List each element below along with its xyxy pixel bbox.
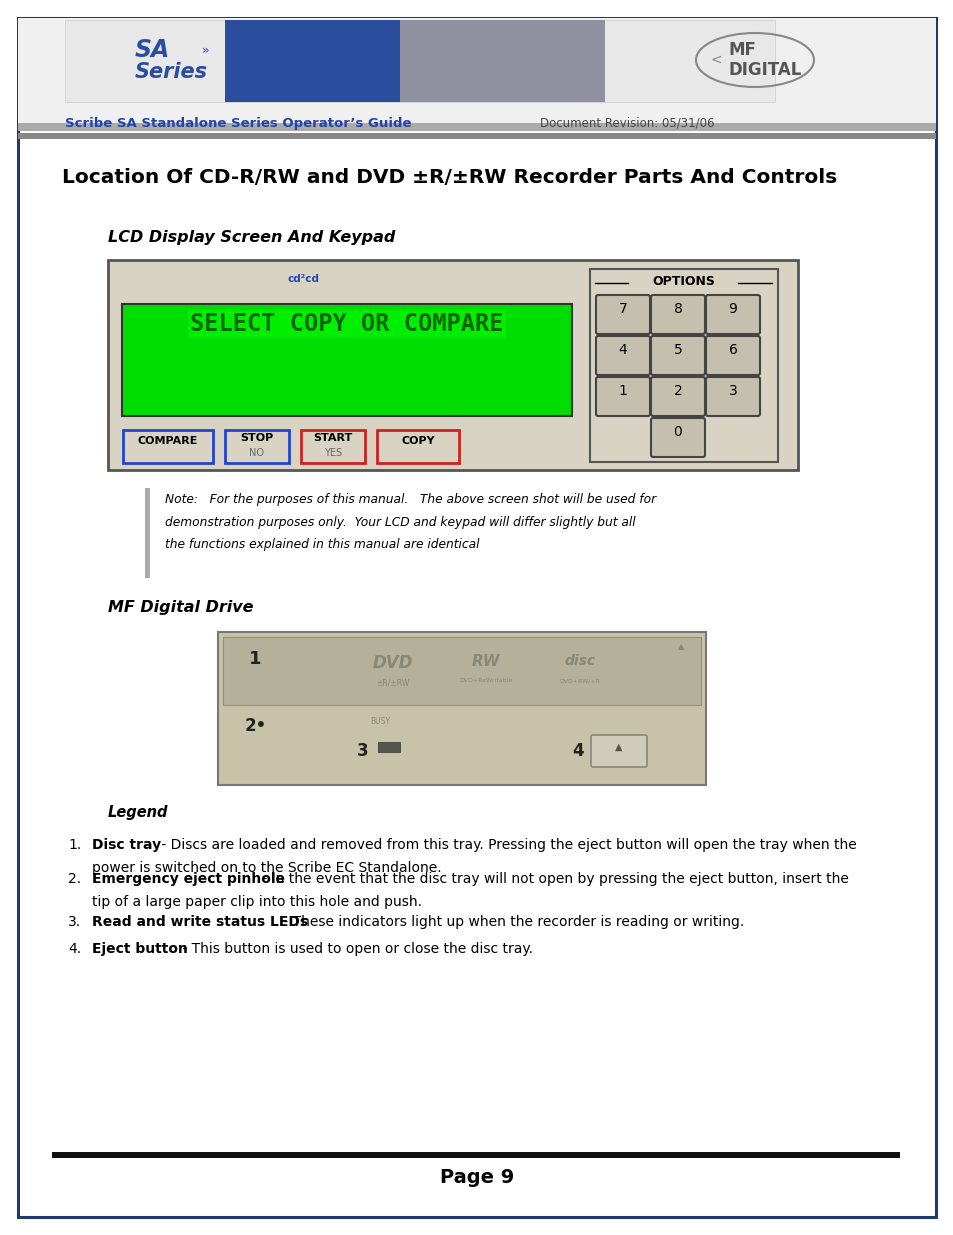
Text: RW: RW <box>471 655 499 669</box>
Text: Page 9: Page 9 <box>439 1168 514 1187</box>
Text: START: START <box>313 433 353 443</box>
Text: COMPARE: COMPARE <box>137 436 198 446</box>
Bar <box>223 637 700 705</box>
Text: tip of a large paper clip into this hole and push.: tip of a large paper clip into this hole… <box>91 895 421 909</box>
Text: 0: 0 <box>673 425 681 438</box>
Text: - Discs are loaded and removed from this tray. Pressing the eject button will op: - Discs are loaded and removed from this… <box>156 839 856 852</box>
FancyBboxPatch shape <box>218 632 705 785</box>
Text: MF Digital Drive: MF Digital Drive <box>108 600 253 615</box>
Bar <box>18 19 935 124</box>
Text: - These indicators light up when the recorder is reading or writing.: - These indicators light up when the rec… <box>279 915 743 929</box>
Text: DIGITAL: DIGITAL <box>727 61 801 79</box>
Text: MF: MF <box>727 41 755 59</box>
Text: 8: 8 <box>673 303 681 316</box>
FancyBboxPatch shape <box>18 19 935 1216</box>
Text: SELECT COPY OR COMPARE: SELECT COPY OR COMPARE <box>190 312 503 336</box>
Text: cd²cd: cd²cd <box>287 274 318 284</box>
FancyBboxPatch shape <box>108 261 797 471</box>
Text: 2•: 2• <box>245 718 267 735</box>
Text: ▲: ▲ <box>677 642 683 651</box>
FancyBboxPatch shape <box>705 336 760 375</box>
Text: Read and write status LEDs: Read and write status LEDs <box>91 915 308 929</box>
Text: 4: 4 <box>618 343 627 357</box>
Text: Emergency eject pinhole: Emergency eject pinhole <box>91 872 285 885</box>
Text: SA: SA <box>135 38 170 62</box>
Text: power is switched on to the Scribe EC Standalone.: power is switched on to the Scribe EC St… <box>91 861 441 876</box>
FancyBboxPatch shape <box>650 336 704 375</box>
Text: Series: Series <box>135 62 208 82</box>
Text: ▲: ▲ <box>615 742 622 752</box>
Text: demonstration purposes only.  Your LCD and keypad will differ slightly but all: demonstration purposes only. Your LCD an… <box>165 516 635 529</box>
Bar <box>377 742 399 752</box>
Text: 6: 6 <box>728 343 737 357</box>
Text: - This button is used to open or close the disc tray.: - This button is used to open or close t… <box>178 942 533 956</box>
Text: 4.: 4. <box>68 942 81 956</box>
Text: 5: 5 <box>673 343 681 357</box>
Bar <box>145 488 150 578</box>
Text: LCD Display Screen And Keypad: LCD Display Screen And Keypad <box>108 230 395 245</box>
Text: 2: 2 <box>673 384 681 398</box>
FancyBboxPatch shape <box>596 295 649 333</box>
Text: Scribe SA Standalone Series Operator’s Guide: Scribe SA Standalone Series Operator’s G… <box>65 117 411 130</box>
Bar <box>18 133 935 138</box>
Text: DVD+ReWritable: DVD+ReWritable <box>459 678 512 683</box>
FancyBboxPatch shape <box>705 377 760 416</box>
Text: NO: NO <box>250 448 264 458</box>
FancyBboxPatch shape <box>650 417 704 457</box>
Bar <box>122 304 572 416</box>
Text: 1.: 1. <box>68 839 81 852</box>
Text: Eject button: Eject button <box>91 942 188 956</box>
Polygon shape <box>399 20 604 103</box>
FancyBboxPatch shape <box>301 430 365 463</box>
Text: Location Of CD-R/RW and DVD ±R/±RW Recorder Parts And Controls: Location Of CD-R/RW and DVD ±R/±RW Recor… <box>62 168 837 186</box>
FancyBboxPatch shape <box>225 430 289 463</box>
Text: 3: 3 <box>728 384 737 398</box>
Bar <box>65 20 774 103</box>
Text: Note:   For the purposes of this manual.   The above screen shot will be used fo: Note: For the purposes of this manual. T… <box>165 493 656 506</box>
FancyBboxPatch shape <box>705 295 760 333</box>
Text: disc: disc <box>564 655 595 668</box>
Text: 4: 4 <box>572 742 583 760</box>
Text: 3: 3 <box>356 742 369 760</box>
Text: the functions explained in this manual are identical: the functions explained in this manual a… <box>165 538 479 551</box>
FancyBboxPatch shape <box>376 430 458 463</box>
Text: YES: YES <box>324 448 342 458</box>
Text: - In the event that the disc tray will not open by pressing the eject button, in: - In the event that the disc tray will n… <box>257 872 847 885</box>
FancyBboxPatch shape <box>590 735 646 767</box>
Bar <box>52 1152 899 1157</box>
Text: Document Revision: 05/31/06: Document Revision: 05/31/06 <box>539 117 714 130</box>
Text: DVD+RW/+R: DVD+RW/+R <box>559 678 599 683</box>
Text: BUSY: BUSY <box>370 718 390 726</box>
Text: OPTIONS: OPTIONS <box>652 275 715 288</box>
FancyBboxPatch shape <box>596 336 649 375</box>
FancyBboxPatch shape <box>589 269 778 462</box>
Bar <box>18 124 935 131</box>
Text: 1: 1 <box>249 650 261 668</box>
FancyBboxPatch shape <box>123 430 213 463</box>
Polygon shape <box>225 20 484 103</box>
Text: Legend: Legend <box>108 805 169 820</box>
Text: ±R/±RW: ±R/±RW <box>375 678 409 687</box>
Text: STOP: STOP <box>240 433 274 443</box>
Text: Disc tray: Disc tray <box>91 839 161 852</box>
Text: 3.: 3. <box>68 915 81 929</box>
Text: COPY: COPY <box>401 436 435 446</box>
Text: 9: 9 <box>728 303 737 316</box>
Text: DVD: DVD <box>373 655 413 672</box>
Text: »: » <box>202 43 210 57</box>
Text: 7: 7 <box>618 303 627 316</box>
Text: <: < <box>709 53 720 67</box>
FancyBboxPatch shape <box>650 377 704 416</box>
FancyBboxPatch shape <box>650 295 704 333</box>
FancyBboxPatch shape <box>596 377 649 416</box>
Text: 1: 1 <box>618 384 627 398</box>
Text: 2.: 2. <box>68 872 81 885</box>
